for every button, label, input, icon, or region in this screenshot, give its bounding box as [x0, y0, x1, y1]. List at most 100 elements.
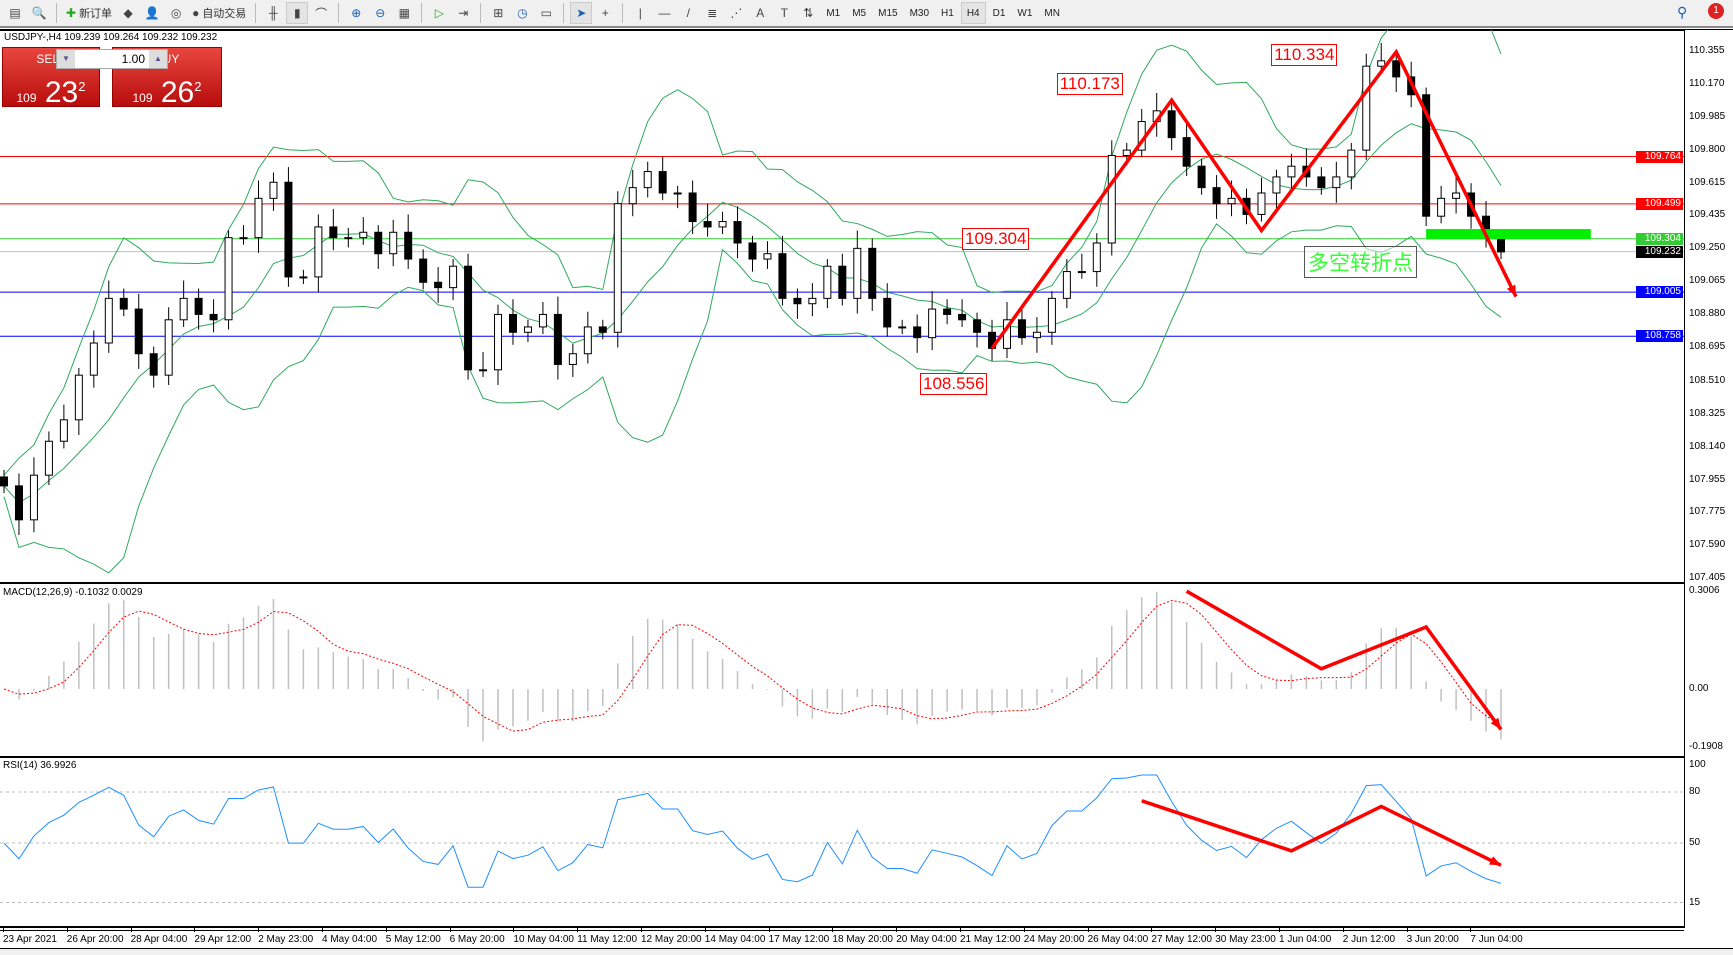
candle-body	[374, 231, 383, 255]
price-annotation: 110.173	[1056, 72, 1123, 95]
zoom-out-icon: ⊖	[375, 6, 386, 20]
price-tick-label: 108.510	[1689, 374, 1726, 386]
trendline-button[interactable]: /	[677, 2, 699, 24]
rsi-tick-label: 80	[1689, 786, 1701, 797]
tile-button[interactable]: ▦	[393, 2, 415, 24]
templates-icon: ▭	[540, 6, 552, 20]
search-icon[interactable]: ⚲	[1677, 4, 1688, 20]
time-tick-label: 30 May 23:00	[1215, 934, 1276, 945]
timeframe-m5[interactable]: M5	[852, 7, 867, 19]
candle-body	[583, 326, 592, 355]
candle-body	[329, 226, 338, 239]
lot-decrease-button[interactable]: ▼	[57, 50, 75, 68]
timeframe-h1[interactable]: H1	[941, 7, 954, 19]
price-tick-label: 110.355	[1689, 45, 1725, 56]
signals-button[interactable]: ◎	[165, 2, 187, 24]
new-order-button[interactable]: ✚ 新订单	[63, 2, 115, 24]
autoscroll-button[interactable]: ▷	[428, 2, 450, 24]
candle-body	[239, 237, 248, 240]
macd-tick-label: 0.00	[1689, 683, 1709, 694]
macd-tick-label: -0.1908	[1689, 741, 1723, 752]
timeframe-m1[interactable]: M1	[826, 7, 841, 19]
candle-body	[1422, 94, 1431, 217]
candle-body	[988, 331, 997, 349]
candle-body	[823, 265, 832, 299]
candle-body	[224, 237, 233, 321]
timeframe-m15[interactable]: M15	[878, 7, 898, 19]
price-annotation: 110.334	[1271, 43, 1338, 66]
price-tick-label: 107.775	[1689, 505, 1726, 517]
candle-body	[913, 326, 922, 339]
horizontal-line-button[interactable]: —	[653, 2, 675, 24]
notification-badge[interactable]: 1	[1708, 3, 1724, 19]
text-button[interactable]: A	[749, 2, 771, 24]
candle-body	[389, 231, 398, 255]
macd-tick-label: 0.3006	[1689, 585, 1720, 596]
rsi-label: RSI(14) 36.9926	[3, 760, 77, 771]
candle-body	[404, 231, 413, 260]
zoom-in-button[interactable]: ⊕	[345, 2, 367, 24]
candle-body	[1167, 110, 1176, 139]
candle-body	[1077, 271, 1086, 274]
main-chart-pane[interactable]	[0, 29, 1733, 582]
candle-body	[658, 171, 667, 194]
rsi-tick-label: 50	[1689, 837, 1701, 848]
candle-body	[1092, 242, 1101, 273]
price-tick-label: 109.615	[1689, 177, 1726, 189]
candle-body	[598, 326, 607, 333]
toolbar-separator	[56, 3, 57, 23]
time-tick-label: 27 May 12:00	[1151, 934, 1212, 945]
timeframe-d1[interactable]: D1	[992, 7, 1006, 19]
price-tick-label: 107.955	[1689, 473, 1726, 485]
zoom-out-button[interactable]: ⊖	[369, 2, 391, 24]
cursor-button[interactable]: ➤	[570, 2, 593, 24]
templates-button[interactable]: ▭	[535, 2, 557, 24]
candle-body	[1197, 165, 1206, 189]
timeframe-m30[interactable]: M30	[909, 7, 930, 19]
text-label-button[interactable]: T	[773, 2, 795, 24]
zoom-in-icon: ⊕	[351, 6, 362, 20]
gold-button[interactable]: ◆	[117, 2, 139, 24]
fibonacci-button[interactable]: ≣	[701, 2, 723, 24]
lot-size-input[interactable]: 1.00	[56, 49, 168, 69]
crosshair-button[interactable]: +	[594, 2, 616, 24]
timeframe-w1[interactable]: W1	[1017, 7, 1033, 19]
fibo-fan-button[interactable]: ⋰	[725, 2, 747, 24]
chart-tabs-bar[interactable]	[0, 948, 1733, 955]
price-level-tag: 109.304	[1636, 232, 1683, 245]
candle-body	[1437, 197, 1446, 217]
indicators-button[interactable]: ⊞	[487, 2, 509, 24]
toolbar-separator	[421, 3, 423, 23]
price-level-tag: 109.499	[1636, 197, 1683, 210]
time-tick-label: 14 May 04:00	[704, 934, 766, 945]
arrows-button[interactable]: ⇅	[797, 2, 819, 24]
lot-increase-button[interactable]: ▲	[149, 50, 167, 68]
candle-body	[149, 353, 158, 376]
zoom-window-button[interactable]: 🔍	[28, 2, 50, 24]
timeframe-mn[interactable]: MN	[1044, 7, 1060, 19]
auto-trading-button[interactable]: ● 自动交易	[189, 2, 249, 24]
timeframe-h4[interactable]: H4	[960, 2, 986, 24]
window-button[interactable]: ▤	[4, 2, 26, 24]
time-tick-label: 4 May 04:00	[322, 934, 378, 945]
toolbar-separator	[255, 3, 257, 23]
macd-pane[interactable]	[0, 582, 1733, 756]
candle-body	[44, 440, 53, 476]
time-tick-label: 26 May 04:00	[1087, 934, 1149, 945]
rsi-pane[interactable]	[0, 756, 1733, 928]
line-chart-button[interactable]: ⌒	[310, 2, 332, 24]
candle-body	[1047, 297, 1056, 333]
chart-shift-button[interactable]: ⇥	[452, 2, 474, 24]
candle-body	[508, 313, 517, 333]
bar-chart-button[interactable]: ╫	[262, 2, 284, 24]
candle-chart-button[interactable]: ▮	[286, 2, 309, 24]
candle-body	[29, 474, 38, 521]
buy-price-main: 26	[160, 76, 195, 109]
price-tick-label: 109.065	[1689, 275, 1726, 287]
vertical-line-button[interactable]: |	[629, 2, 651, 24]
macd-label: MACD(12,26,9) -0.1032 0.0029	[3, 587, 143, 598]
account-button[interactable]: 👤	[141, 2, 163, 24]
one-click-trading-panel: SELL 109 232 BUY 109 262 1.00 ▼ ▲	[2, 47, 222, 109]
price-axis[interactable]	[1684, 30, 1733, 928]
periods-button[interactable]: ◷	[511, 2, 533, 24]
